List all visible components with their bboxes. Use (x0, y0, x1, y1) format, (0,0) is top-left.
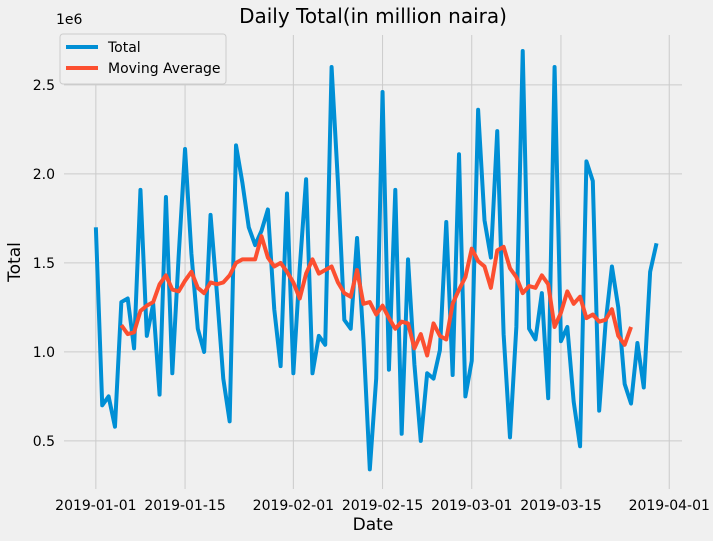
legend-label-total: Total (107, 40, 141, 56)
x-tick-label: 2019-03-01 (431, 498, 512, 514)
y-tick-label: 2.0 (33, 167, 55, 183)
x-axis-label: Date (353, 515, 394, 535)
x-tick-label: 2019-03-15 (520, 498, 601, 514)
series-line-moving-average (119, 234, 633, 358)
legend-label-moving-average: Moving Average (108, 61, 221, 77)
tick-labels: 2019-01-01 2019-01-15 2019-02-01 2019-02-15… (33, 78, 710, 514)
x-tick-label: 2019-01-01 (55, 498, 136, 514)
legend: Total Moving Average (59, 33, 227, 85)
y-axis-label: Total (5, 242, 25, 283)
chart-title: Daily Total(in million naira) (239, 4, 507, 28)
y-tick-label: 1.5 (33, 256, 55, 272)
x-tick-label: 2019-04-01 (629, 498, 710, 514)
y-axis-offset-label: 1e6 (56, 12, 83, 28)
series-line-total (93, 49, 659, 472)
x-tick-label: 2019-02-15 (342, 498, 423, 514)
legend-box (59, 33, 227, 85)
x-tick-label: 2019-02-01 (253, 498, 334, 514)
y-tick-label: 1.0 (33, 345, 55, 361)
y-tick-label: 2.5 (33, 78, 55, 94)
y-tick-label: 0.5 (33, 434, 55, 450)
series-layer (93, 49, 659, 472)
x-tick-label: 2019-01-15 (144, 498, 225, 514)
